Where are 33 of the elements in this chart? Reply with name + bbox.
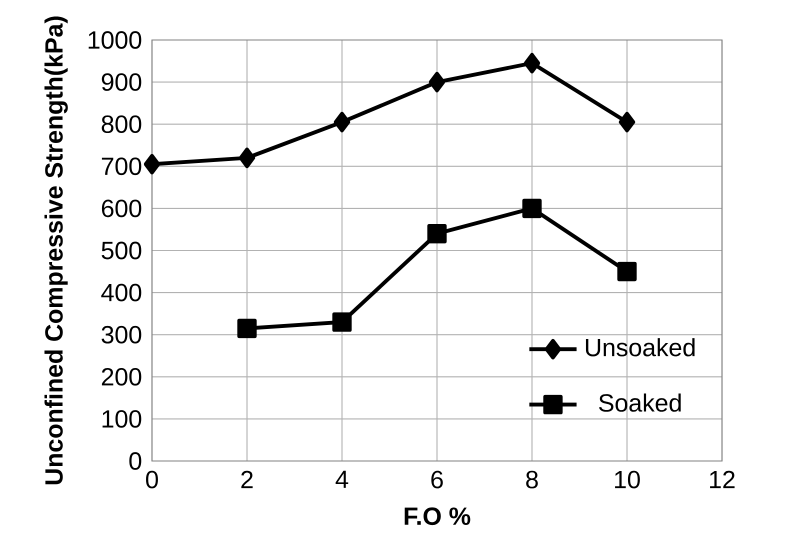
point: [427, 224, 447, 244]
y-tick-label: 0: [129, 452, 142, 470]
y-tick-label: 1000: [88, 31, 142, 49]
y-tick-label: 800: [102, 115, 142, 134]
y-tick-label: 300: [102, 326, 142, 344]
x-tick-label: 12: [710, 470, 735, 488]
y-axis-title: Unconfined Compressive Strength(kPa): [44, 16, 68, 484]
point: [522, 198, 542, 218]
legend-label: Unsoaked: [586, 338, 695, 356]
x-tick-label: 6: [431, 470, 443, 488]
x-tick-label: 4: [336, 470, 348, 488]
point: [428, 72, 446, 92]
x-tick-label: 0: [146, 470, 158, 488]
y-tick-label: 700: [102, 157, 142, 176]
point: [334, 112, 350, 132]
y-tick-label: 400: [101, 284, 142, 302]
point: [238, 148, 256, 168]
y-tick-label: 500: [102, 242, 142, 260]
y-tick-label: 900: [102, 73, 142, 91]
point: [144, 154, 160, 174]
point: [618, 112, 636, 132]
point: [524, 52, 540, 74]
x-axis-title: F.O %: [404, 507, 470, 526]
y-tick-label: 100: [102, 410, 142, 428]
x-tick-label: 8: [526, 470, 538, 488]
point: [617, 262, 637, 282]
x-tick-label: 2: [241, 470, 253, 488]
point: [237, 318, 257, 338]
x-tick-label: 10: [615, 470, 640, 488]
y-tick-label: 600: [102, 200, 142, 218]
point: [332, 312, 352, 332]
y-tick-label: 200: [102, 368, 142, 386]
legend-label: Soaked: [599, 393, 681, 412]
